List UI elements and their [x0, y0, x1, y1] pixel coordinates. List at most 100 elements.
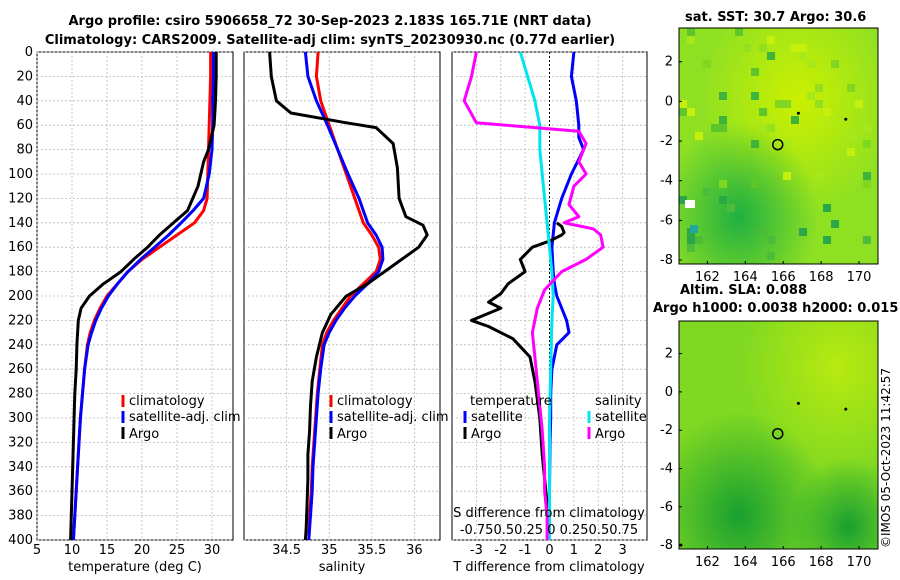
map-x-tick-label: 164 [733, 270, 758, 285]
argo-position-marker [771, 427, 784, 440]
x-tick-label: 3 [618, 543, 626, 558]
salinity-panel: 34.5 35 35.5 36 salinity climatology satell… [243, 51, 449, 575]
difference-x2-ticks: -0.750.50.25 0 0.250.50.75 [460, 523, 638, 538]
sst-pixel [679, 196, 687, 204]
map-y-tick-label: 0 [665, 94, 673, 109]
depth-tick-label: 180 [8, 265, 33, 280]
legend-label-satellite: satellite-adj. clim [337, 410, 449, 425]
temperature-panel: 0 20 40 60 80 100 120 140 160 180 200 220 240 260 280 3… [8, 45, 240, 575]
sst-pixel [695, 124, 703, 132]
series-line-satellite-salinity [518, 52, 555, 540]
other-float-dot [796, 401, 800, 405]
depth-tick-label: 40 [16, 94, 33, 109]
sst-pixel [863, 172, 871, 180]
depth-tick-label: 320 [8, 435, 33, 450]
map-y-tick-label: -2 [660, 423, 673, 438]
series-line-argo-temperature [470, 221, 566, 540]
sst-pixel [823, 108, 831, 116]
sst-pixel [807, 60, 815, 68]
legend-label-climatology: climatology [337, 394, 413, 409]
x-tick-label: 0 [545, 543, 553, 558]
series-line-satellite-adj-clim [303, 52, 385, 540]
sst-pixel [863, 124, 871, 132]
sst-pixel [759, 44, 767, 52]
sst-pixel [783, 172, 791, 180]
legend-label-t-argo: Argo [471, 427, 501, 442]
depth-tick-label: 340 [8, 460, 33, 475]
legend-label-argo: Argo [129, 427, 159, 442]
depth-tick-label: 0 [25, 45, 33, 60]
sst-pixel [687, 236, 695, 244]
sst-pixel [815, 84, 823, 92]
salinity-legend: climatology satellite-adj. clim Argo [329, 394, 449, 442]
other-float-dot [844, 117, 848, 121]
x-tick-label: 34.5 [272, 543, 301, 558]
map-x-tick-label: 164 [733, 555, 758, 570]
depth-tick-label: 300 [8, 411, 33, 426]
depth-tick-label: 220 [8, 313, 33, 328]
depth-tick-label: 380 [8, 509, 33, 524]
sst-pixel [687, 28, 695, 36]
x-tick-label: -3 [470, 543, 483, 558]
sst-pixel [847, 84, 855, 92]
x-tick-label: 15 [99, 543, 116, 558]
x-tick-label: 36 [406, 543, 423, 558]
sst-pixel [759, 108, 767, 116]
sst-pixel [687, 108, 695, 116]
sla-low-patch-2 [679, 321, 878, 549]
sst-pixel [719, 92, 727, 100]
depth-tick-label: 200 [8, 289, 33, 304]
map-x-tick-label: 166 [771, 270, 796, 285]
x-tick-label: 2 [594, 543, 602, 558]
depth-tick-label: 240 [8, 338, 33, 353]
depth-tick-label: 120 [8, 191, 33, 206]
sst-pixel [743, 44, 751, 52]
depth-tick-label: 280 [8, 387, 33, 402]
x-tick-label: 35.5 [357, 543, 386, 558]
sst-pixel [823, 204, 831, 212]
x-tick-label: 5 [33, 543, 41, 558]
sst-pixel [783, 140, 791, 148]
x-tick-label: 10 [64, 543, 81, 558]
sst-pixel [831, 220, 839, 228]
sst-map-panel: 162 164 166 168 170 2 0 -2 -4 -6 -8 [660, 27, 879, 285]
sst-pixel [775, 100, 783, 108]
depth-tick-label: 20 [16, 69, 33, 84]
depth-tick-label: 400 [8, 533, 33, 548]
sst-pixel [719, 180, 727, 188]
sst-pixel [863, 236, 871, 244]
sst-pixel [783, 100, 791, 108]
sst-pixel [863, 140, 871, 148]
map-x-tick-label: 166 [771, 555, 796, 570]
sst-pixel [703, 188, 711, 196]
sst-pixel [815, 172, 823, 180]
x-tick-label: 20 [134, 543, 151, 558]
sst-pixel [759, 124, 767, 132]
sla-map-frame [678, 320, 879, 550]
depth-tick-label: 60 [16, 118, 33, 133]
legend-label-climatology: climatology [129, 394, 205, 409]
figure-title-line1: Argo profile: csiro 5906658_72 30-Sep-20… [68, 14, 592, 29]
sst-pixel [863, 180, 871, 188]
x-tick-label: 35 [321, 543, 338, 558]
x-tick-label: 1 [570, 543, 578, 558]
sst-missing-pixel [685, 200, 695, 208]
other-float-dot [679, 543, 683, 547]
sst-map-frame [678, 27, 879, 265]
map-x-tick-label: 168 [809, 270, 834, 285]
sst-pixel [847, 132, 855, 140]
map-y-tick-label: 0 [665, 385, 673, 400]
sst-pixel [735, 28, 743, 36]
legend-label-satellite: satellite-adj. clim [129, 410, 241, 425]
map-x-tick-label: 162 [695, 555, 720, 570]
map-y-tick-label: 2 [665, 347, 673, 362]
difference-x2label: S difference from climatology [453, 506, 645, 521]
map-y-tick-label: -2 [660, 134, 673, 149]
sst-pixel [831, 60, 839, 68]
series-line-argo [268, 52, 429, 540]
sst-map-title: sat. SST: 30.7 Argo: 30.6 [685, 10, 867, 25]
map-y-tick-label: -6 [660, 500, 673, 515]
temperature-legend: climatology satellite-adj. clim Argo [121, 394, 241, 442]
map-x-tick-label: 170 [847, 270, 872, 285]
